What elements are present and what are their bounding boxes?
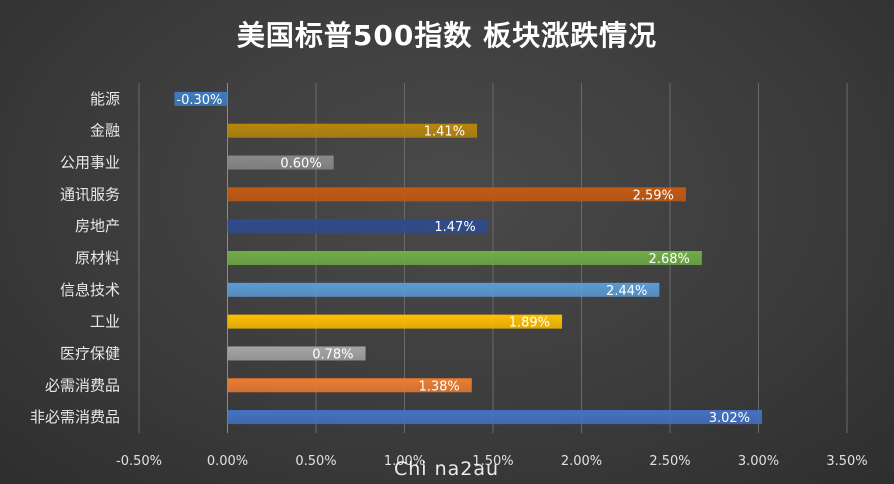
category-label: 医疗保健 — [60, 344, 120, 362]
chart-title: 美国标普500指数 板块涨跌情况 — [236, 19, 658, 52]
bar — [227, 282, 660, 297]
x-tick-label: 3.50% — [826, 454, 867, 469]
category-label: 非必需消费品 — [30, 408, 120, 426]
bar — [227, 187, 686, 202]
data-label: 1.38% — [418, 379, 459, 394]
bar — [227, 378, 472, 393]
data-label: -0.30% — [176, 93, 222, 108]
labels: -0.50% 0.00% 0.50% 1.00% 1.50% 2.00% 2.50% 3.00… — [30, 90, 868, 469]
category-label: 必需消费品 — [45, 376, 120, 394]
bar — [227, 346, 366, 361]
data-label: 3.02% — [709, 411, 750, 426]
x-tick-label: 2.50% — [649, 454, 690, 469]
x-tick-label: 1.00% — [384, 454, 425, 469]
x-tick-label: 3.00% — [738, 454, 779, 469]
category-label: 房地产 — [75, 217, 120, 235]
x-tick-label: 2.00% — [561, 454, 602, 469]
category-label: 能源 — [90, 90, 120, 108]
x-tick-label: 1.50% — [472, 454, 513, 469]
data-label: 0.60% — [280, 157, 321, 172]
bar — [227, 219, 488, 234]
bar — [227, 123, 478, 138]
category-label: 金融 — [90, 122, 120, 140]
bar — [227, 251, 702, 265]
x-tick-label: 0.50% — [295, 454, 336, 469]
bar — [227, 155, 334, 170]
category-label: 公用事业 — [60, 154, 120, 172]
watermark-text: Chi na2au — [394, 458, 500, 480]
data-label: 1.47% — [434, 220, 475, 235]
category-label: 原材料 — [75, 249, 120, 267]
data-label: 1.89% — [509, 316, 550, 331]
x-tick-label: 0.00% — [207, 454, 248, 469]
x-tick-label: -0.50% — [116, 454, 162, 469]
bar — [174, 91, 228, 106]
data-label: 0.78% — [312, 347, 353, 362]
bars — [174, 91, 763, 425]
data-label: 2.44% — [606, 284, 647, 299]
bar — [227, 410, 763, 425]
category-label: 通讯服务 — [60, 185, 120, 203]
data-label: 2.68% — [649, 252, 690, 267]
data-label: 1.41% — [424, 125, 465, 140]
data-label: 2.59% — [633, 188, 674, 203]
category-label: 信息技术 — [60, 281, 120, 299]
bar — [227, 314, 563, 329]
category-label: 工业 — [90, 313, 120, 331]
